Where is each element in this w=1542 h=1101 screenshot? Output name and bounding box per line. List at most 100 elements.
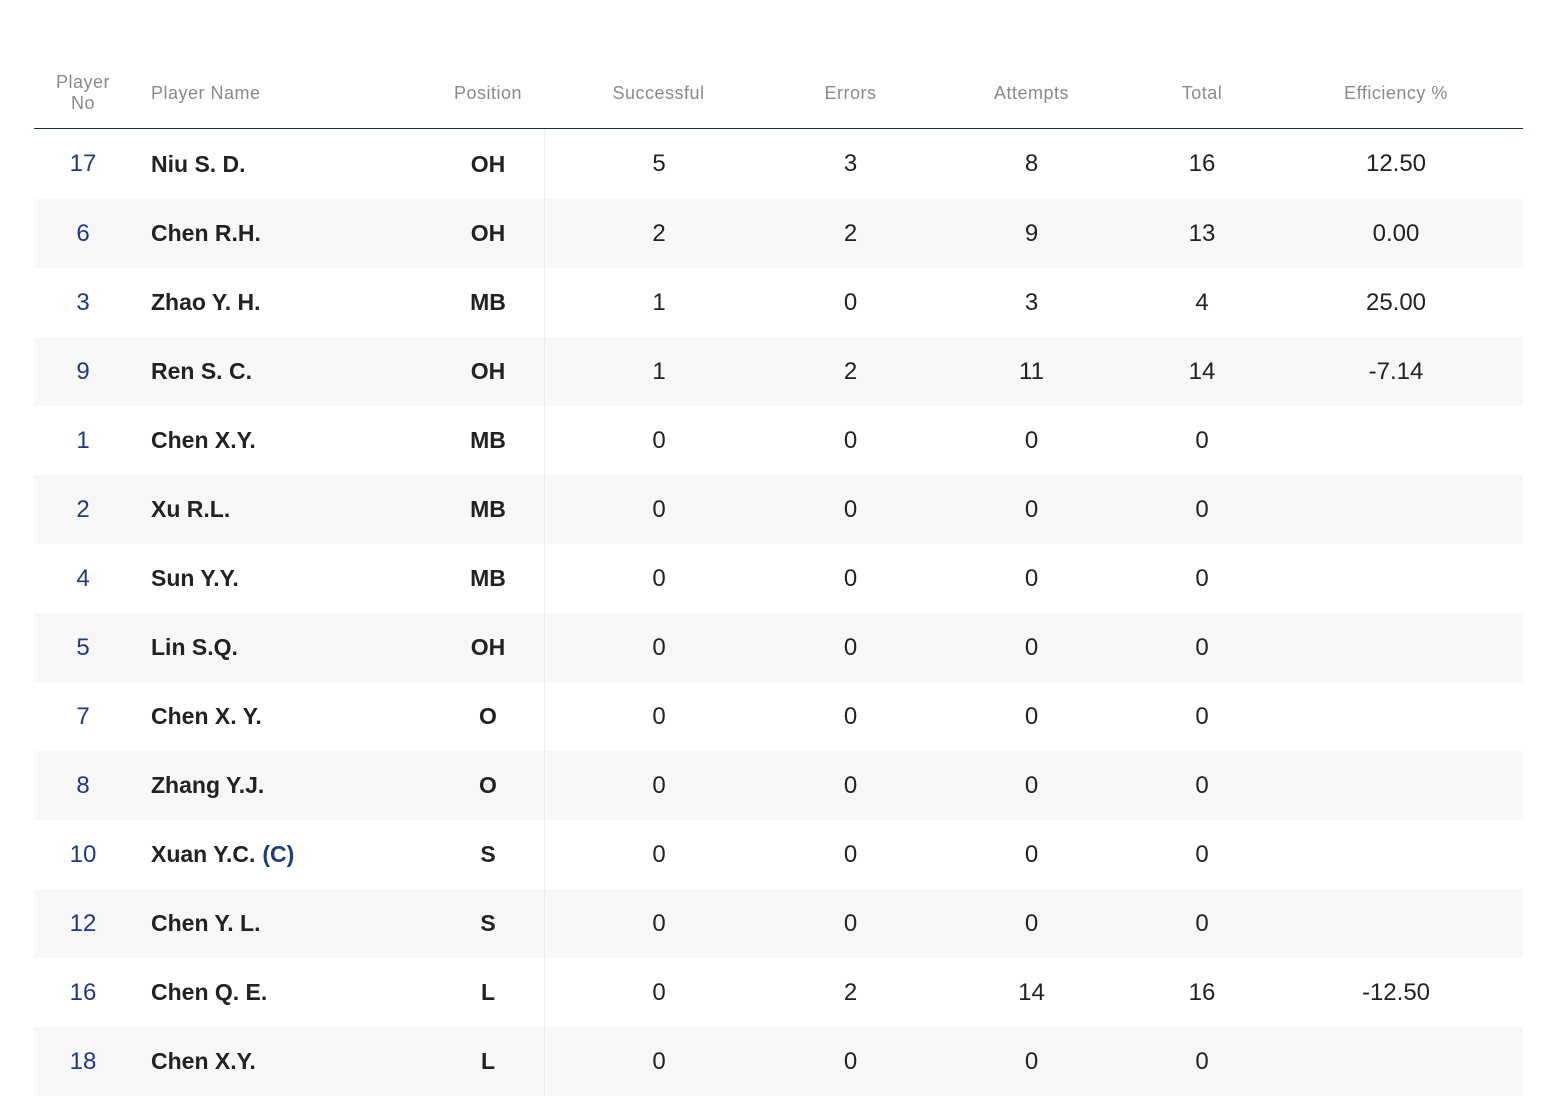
attempts-value: 9 — [1024, 219, 1039, 247]
table-row: 3 Zhao Y. H. MB 1 0 3 4 25.00 — [34, 268, 1523, 337]
table-row: 16 Chen Q. E. L 0 2 14 16 -12.50 — [34, 958, 1523, 1027]
player-name-cell[interactable]: Chen X.Y. — [132, 406, 432, 475]
player-name: Xu R.L. — [151, 496, 231, 522]
player-number: 17 — [69, 150, 97, 177]
player-position: MB — [470, 427, 506, 453]
attempts-value: 0 — [1024, 426, 1039, 454]
efficiency-value — [1269, 544, 1523, 613]
errors-value: 0 — [843, 633, 858, 661]
efficiency-value: 12.50 — [1365, 150, 1427, 177]
player-number: 16 — [69, 978, 97, 1006]
player-name-cell[interactable]: Ren S. C. — [132, 337, 432, 406]
player-position: L — [480, 979, 496, 1005]
total-value: 13 — [1188, 219, 1216, 247]
efficiency-value: -12.50 — [1361, 978, 1431, 1006]
attempts-value: 0 — [1024, 702, 1039, 730]
player-name-cell[interactable]: Chen Q. E. — [132, 958, 432, 1027]
player-name: Xuan Y.C. — [151, 841, 256, 867]
header-player-no-line1: Player — [55, 72, 111, 92]
table-row: 10 Xuan Y.C. (C) S 0 0 0 0 — [34, 820, 1523, 889]
errors-value: 0 — [843, 1047, 858, 1075]
attempts-value: 3 — [1024, 288, 1039, 316]
table-row: 5 Lin S.Q. OH 0 0 0 0 — [34, 613, 1523, 682]
header-player-name[interactable]: Player Name — [151, 82, 261, 103]
efficiency-value — [1269, 475, 1523, 544]
attempts-value: 11 — [1019, 357, 1044, 385]
player-position: S — [480, 910, 496, 936]
efficiency-value: 25.00 — [1365, 288, 1427, 316]
player-name-cell[interactable]: Chen R.H. — [132, 199, 432, 268]
table-row: 17 Niu S. D. OH 5 3 8 16 12.50 — [34, 129, 1523, 199]
total-value: 14 — [1188, 357, 1216, 385]
player-name-cell[interactable]: Sun Y.Y. — [132, 544, 432, 613]
table-row: 4 Sun Y.Y. MB 0 0 0 0 — [34, 544, 1523, 613]
header-attempts[interactable]: Attempts — [993, 82, 1070, 103]
errors-value: 2 — [843, 357, 858, 385]
header-player-no[interactable]: Player No — [34, 58, 132, 128]
errors-value: 2 — [843, 219, 858, 247]
table-row: 8 Zhang Y.J. O 0 0 0 0 — [34, 751, 1523, 820]
header-position[interactable]: Position — [453, 82, 523, 103]
player-position: OH — [470, 634, 506, 660]
table-row: 9 Ren S. C. OH 1 2 11 14 -7.14 — [34, 337, 1523, 406]
player-name-cell[interactable]: Lin S.Q. — [132, 613, 432, 682]
player-name: Ren S. C. — [151, 358, 252, 384]
player-stats-table: Player No Player Name Position Successfu… — [34, 58, 1523, 1096]
efficiency-value: -7.14 — [1368, 357, 1424, 385]
player-number: 10 — [69, 840, 97, 868]
efficiency-value — [1269, 751, 1523, 820]
attempts-value: 0 — [1024, 909, 1039, 937]
table-row: 6 Chen R.H. OH 2 2 9 13 0.00 — [34, 199, 1523, 268]
successful-value: 0 — [544, 406, 773, 475]
player-name: Chen X.Y. — [151, 1048, 256, 1074]
player-name-cell[interactable]: Zhang Y.J. — [132, 751, 432, 820]
header-errors[interactable]: Errors — [824, 82, 877, 103]
player-name-cell[interactable]: Chen X.Y. — [132, 1027, 432, 1096]
efficiency-value — [1269, 1027, 1523, 1096]
successful-value: 0 — [544, 544, 773, 613]
player-name: Chen Q. E. — [151, 979, 268, 1005]
efficiency-value: 0.00 — [1372, 219, 1420, 247]
player-name-cell[interactable]: Xuan Y.C. (C) — [132, 820, 432, 889]
player-position: MB — [470, 496, 506, 522]
efficiency-value — [1269, 406, 1523, 475]
successful-value: 2 — [544, 199, 773, 268]
errors-value: 0 — [843, 288, 858, 316]
successful-value: 1 — [544, 268, 773, 337]
player-position: OH — [470, 358, 506, 384]
player-number: 2 — [76, 495, 90, 523]
player-name: Chen X. Y. — [151, 703, 262, 729]
player-number: 9 — [76, 357, 90, 385]
total-value: 0 — [1195, 633, 1209, 661]
total-value: 0 — [1195, 771, 1209, 799]
total-value: 0 — [1195, 1047, 1209, 1075]
attempts-value: 14 — [1018, 978, 1045, 1006]
errors-value: 0 — [843, 495, 858, 523]
successful-value: 0 — [544, 751, 773, 820]
player-name-cell[interactable]: Xu R.L. — [132, 475, 432, 544]
player-name-cell[interactable]: Niu S. D. — [132, 129, 432, 199]
table-header: Player No Player Name Position Successfu… — [34, 58, 1523, 129]
player-number: 6 — [76, 219, 90, 247]
player-name-cell[interactable]: Zhao Y. H. — [132, 268, 432, 337]
player-name-cell[interactable]: Chen X. Y. — [132, 682, 432, 751]
attempts-value: 0 — [1024, 1047, 1039, 1075]
errors-value: 2 — [843, 978, 858, 1006]
total-value: 0 — [1195, 702, 1209, 730]
header-successful[interactable]: Successful — [612, 82, 705, 103]
player-name-cell[interactable]: Chen Y. L. — [132, 889, 432, 958]
player-number: 1 — [76, 426, 90, 454]
successful-value: 0 — [544, 820, 773, 889]
table-row: 2 Xu R.L. MB 0 0 0 0 — [34, 475, 1523, 544]
header-total[interactable]: Total — [1181, 82, 1223, 103]
header-efficiency[interactable]: Efficiency % — [1344, 82, 1448, 103]
player-position: MB — [470, 565, 506, 591]
player-position: OH — [470, 220, 506, 246]
errors-value: 0 — [843, 771, 858, 799]
total-value: 16 — [1188, 150, 1216, 177]
player-position: O — [479, 703, 497, 729]
total-value: 0 — [1195, 909, 1209, 937]
successful-value: 5 — [544, 129, 773, 199]
table-row: 18 Chen X.Y. L 0 0 0 0 — [34, 1027, 1523, 1096]
table-row: 7 Chen X. Y. O 0 0 0 0 — [34, 682, 1523, 751]
